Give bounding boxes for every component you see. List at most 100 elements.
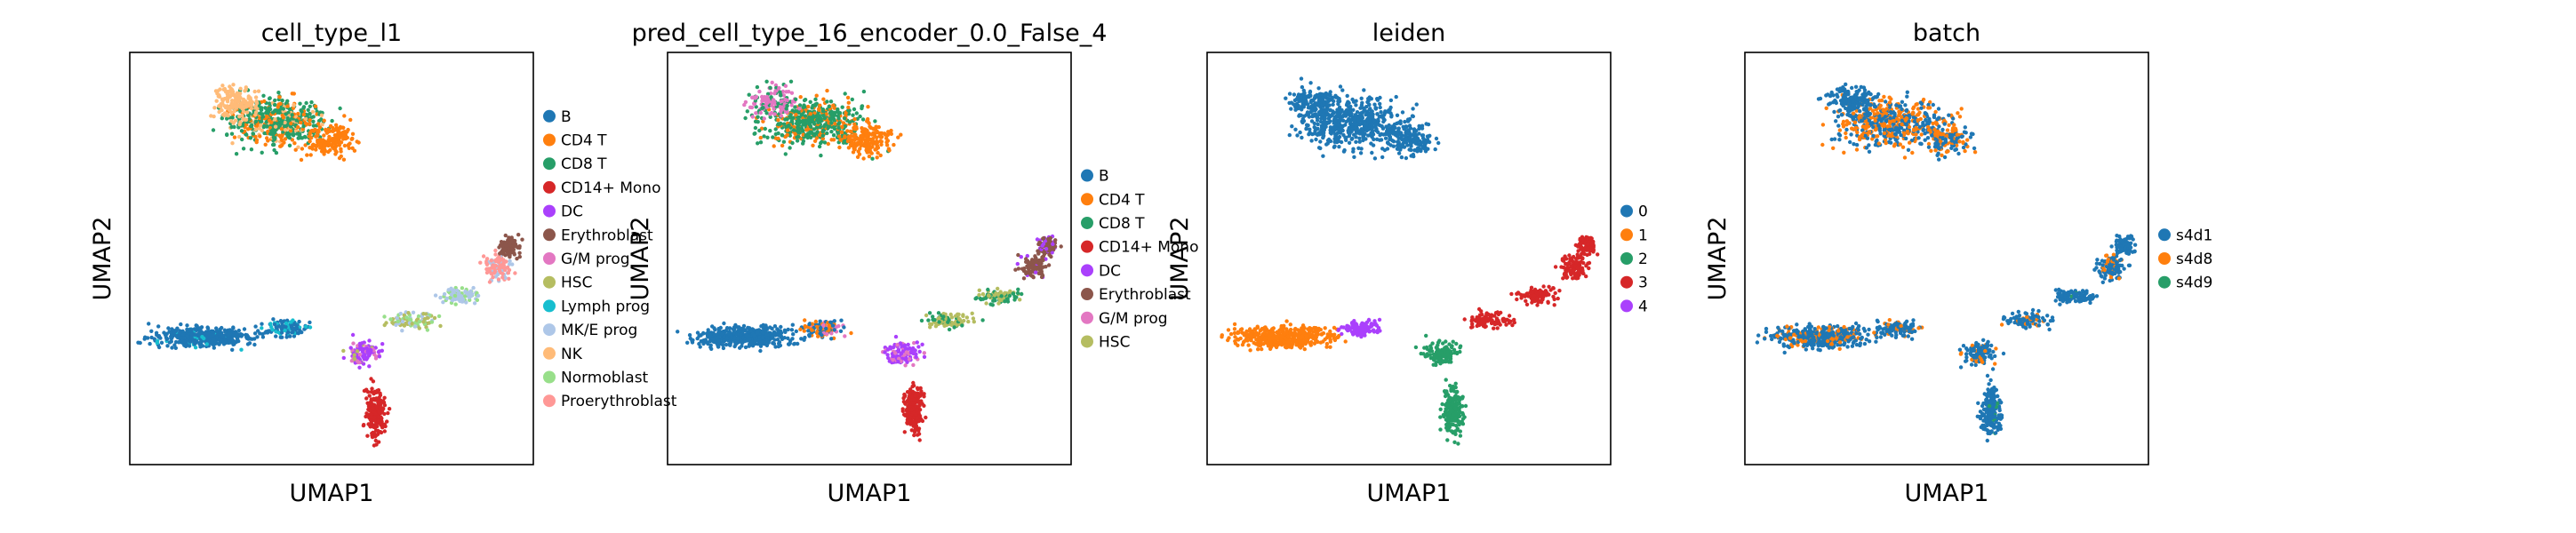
scatter-point — [966, 319, 971, 324]
scatter-point — [225, 132, 229, 137]
scatter-point — [1426, 122, 1431, 127]
scatter-point — [690, 338, 694, 343]
scatter-point — [837, 134, 842, 139]
scatter-point — [231, 338, 236, 344]
scatter-point — [148, 341, 152, 346]
scatter-point — [870, 137, 876, 141]
scatter-point — [829, 121, 834, 125]
scatter-point — [382, 322, 387, 328]
scatter-point — [169, 330, 173, 336]
scatter-point — [231, 325, 236, 330]
scatter-point — [267, 106, 272, 110]
scatter-point — [1420, 140, 1425, 145]
legend-marker — [543, 275, 556, 289]
scatter-point — [761, 106, 765, 110]
scatter-point — [280, 325, 284, 330]
scatter-point — [1362, 88, 1366, 92]
scatter-point — [256, 89, 261, 93]
scatter-point — [293, 147, 298, 152]
scatter-point — [1289, 107, 1293, 111]
scatter-point — [204, 342, 209, 346]
scatter-point — [760, 330, 765, 335]
scatter-point — [900, 351, 904, 355]
scatter-point — [260, 322, 264, 326]
scatter-point — [832, 126, 837, 131]
scatter-point — [1395, 131, 1399, 135]
scatter-point — [478, 260, 483, 265]
scatter-point — [946, 320, 950, 324]
scatter-point — [867, 149, 871, 155]
legend-marker — [1081, 288, 1093, 301]
scatter-point — [240, 113, 244, 118]
scatter-point — [296, 124, 300, 130]
scatter-point — [764, 99, 769, 104]
scatter-point — [762, 134, 766, 139]
scatter-point — [906, 342, 910, 347]
scatter-point — [292, 91, 296, 96]
scatter-point — [233, 98, 237, 103]
scatter-point — [1388, 134, 1393, 139]
scatter-point — [257, 126, 261, 131]
scatter-point — [371, 379, 376, 384]
scatter-point — [840, 105, 844, 109]
scatter-point — [778, 90, 782, 94]
scatter-point — [843, 91, 847, 96]
scatter-point — [1343, 135, 1348, 139]
scatter-point — [292, 141, 297, 146]
scatter-point — [1316, 122, 1320, 127]
scatter-point — [852, 116, 857, 122]
scatter-point — [912, 422, 916, 426]
scatter-point — [344, 130, 349, 134]
scatter-point — [1313, 131, 1318, 136]
scatter-point — [355, 139, 359, 144]
legend-label: CD4 T — [561, 132, 607, 150]
scatter-point — [785, 117, 789, 122]
scatter-point — [825, 131, 829, 136]
scatter-point — [785, 132, 789, 138]
scatter-point — [493, 248, 498, 253]
scatter-point — [864, 134, 868, 139]
scatter-point — [911, 380, 916, 386]
scatter-point — [1388, 111, 1393, 115]
scatter-point — [260, 335, 266, 339]
scatter-point — [757, 89, 762, 94]
scatter-point — [330, 145, 335, 149]
scatter-point — [291, 330, 295, 335]
scatter-point — [1377, 115, 1382, 119]
scatter-point — [818, 103, 822, 107]
scatter-point — [471, 285, 476, 290]
scatter-point — [1292, 92, 1297, 97]
scatter-point — [229, 124, 234, 130]
scatter-point — [180, 332, 186, 337]
scatter-point — [1372, 137, 1376, 142]
scatter-point — [972, 320, 977, 324]
scatter-point — [285, 115, 290, 121]
scatter-point — [209, 114, 213, 118]
scatter-point — [818, 124, 823, 129]
scatter-point — [212, 106, 217, 110]
scatter-point — [766, 340, 771, 345]
scatter-point — [222, 104, 227, 108]
scatter-point — [1414, 102, 1419, 107]
scatter-point — [404, 315, 409, 320]
scatter-point — [764, 111, 769, 115]
scatter-point — [1348, 104, 1353, 109]
scatter-point — [915, 340, 920, 345]
scatter-point — [264, 330, 268, 334]
x-axis-label: UMAP1 — [290, 480, 374, 507]
scatter-point — [276, 91, 281, 95]
scatter-point — [303, 116, 308, 121]
scatter-point — [1434, 136, 1439, 141]
scatter-point — [794, 329, 798, 334]
scatter-point — [252, 89, 257, 94]
scatter-point — [1380, 126, 1386, 131]
scatter-point — [362, 388, 367, 394]
scatter-point — [783, 330, 788, 334]
scatter-point — [365, 355, 370, 360]
scatter-point — [1041, 236, 1045, 241]
scatter-point — [902, 412, 907, 417]
scatter-point — [1024, 259, 1028, 264]
scatter-point — [698, 345, 702, 349]
scatter-point — [294, 326, 300, 330]
scatter-point — [217, 342, 221, 346]
